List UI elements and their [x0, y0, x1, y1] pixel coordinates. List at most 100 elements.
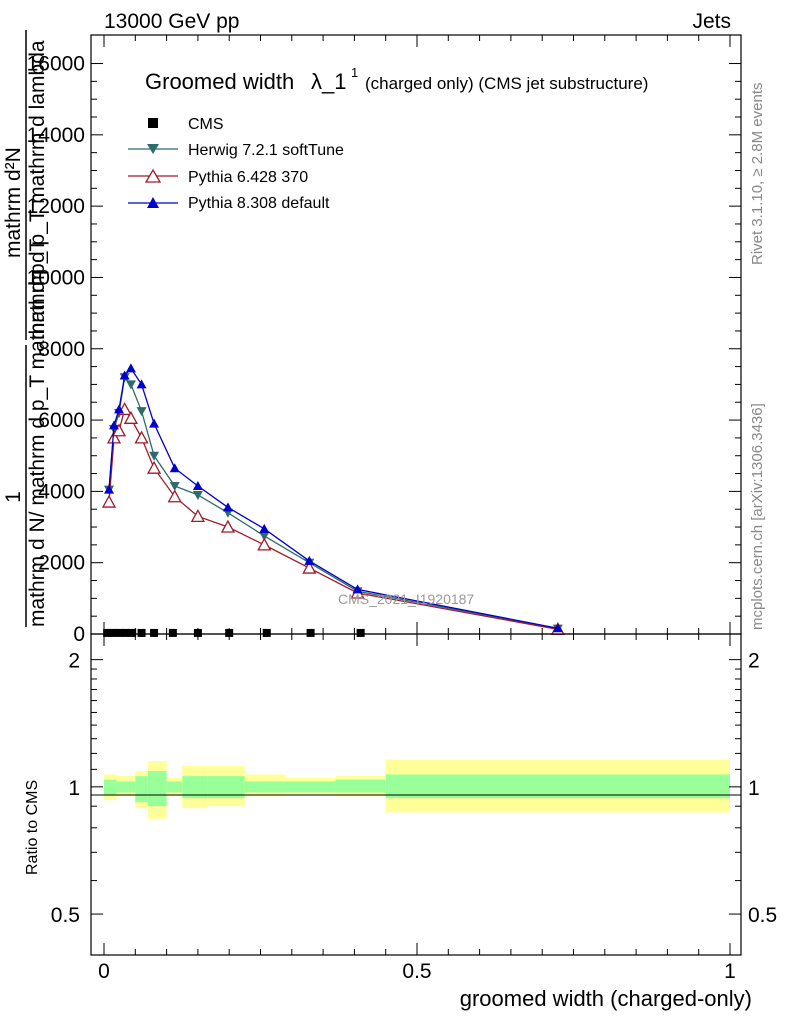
point-pythia-8-308-default: [125, 363, 136, 373]
point-cms: [103, 628, 112, 637]
point-pythia-8-308-default: [259, 523, 270, 533]
main-ytick-label: 10000: [27, 266, 85, 289]
ylabel-mid-num: mathrm d²N: [2, 147, 25, 258]
main-ylabel: 1 mathrm d N/ mathrm d p_T mathrm d p_T …: [2, 30, 49, 627]
ratio-ytick-label-right: 0.5: [748, 904, 777, 927]
point-pythia-6-428-370: [101, 494, 117, 508]
point-pythia-8-308-default: [192, 481, 203, 491]
main-ytick-label: 6000: [38, 409, 85, 432]
point-herwig-7-2-1-softtune: [136, 407, 147, 417]
point-herwig-7-2-1-softtune: [169, 482, 180, 492]
point-pythia-8-308-default: [114, 404, 125, 414]
main-ytick-label: 2000: [38, 552, 85, 575]
point-cms: [121, 628, 130, 637]
ratio-ytick-label-left: 2: [68, 650, 80, 673]
point-cms: [168, 628, 177, 637]
ratio-xtick-label: 0.5: [402, 960, 431, 983]
point-cms: [356, 628, 365, 637]
point-cms: [109, 628, 118, 637]
mcplots-label: mcplots.cern.ch [arXiv:1306.3436]: [749, 403, 766, 630]
main-plot-data: [101, 363, 565, 637]
point-pythia-6-428-370: [123, 410, 139, 424]
point-pythia-8-308-default: [352, 584, 363, 594]
point-cms: [115, 628, 124, 637]
point-pythia-6-428-370: [257, 537, 272, 551]
ratio-band-inner: [104, 779, 117, 795]
series-line-pythia-6-428-370: [108, 407, 558, 631]
ratio-xtick-label: 1: [724, 960, 736, 983]
ratio-band-inner: [166, 781, 183, 793]
point-pythia-8-308-default: [222, 502, 233, 512]
point-pythia-8-308-default: [552, 623, 563, 633]
rivet-label: Rivet 3.1.10, ≥ 2.8M events: [749, 83, 766, 266]
legend-label-pythia8: Pythia 8.308 default: [188, 195, 330, 212]
ratio-ylabel: Ratio to CMS: [24, 780, 41, 875]
ratio-band-inner: [244, 781, 286, 793]
ylabel-mid-den: mathrm d p_T mathrm d lambda: [26, 40, 49, 340]
point-cms: [128, 628, 137, 637]
point-cms: [306, 628, 315, 637]
point-cms: [262, 628, 271, 637]
ratio-band-inner: [285, 781, 336, 793]
point-pythia-8-308-default: [149, 418, 160, 428]
point-pythia-6-428-370: [111, 423, 127, 437]
legend-marker-pythia8: [147, 197, 159, 208]
main-ytick-label: 16000: [27, 53, 85, 76]
point-herwig-7-2-1-softtune: [125, 380, 136, 390]
ratio-bands: [104, 759, 730, 819]
point-pythia-6-428-370: [146, 460, 162, 474]
point-herwig-7-2-1-softtune: [259, 531, 270, 541]
legend-item-pythia8: Pythia 8.308 default: [128, 195, 330, 212]
ylabel-top-den: mathrm d N/ mathrm d p_T mathrm d p_T: [26, 239, 49, 627]
main-ytick-label: 12000: [27, 195, 85, 218]
ratio-band-inner: [147, 771, 167, 807]
category-label: Jets: [692, 10, 731, 33]
ratio-ytick-label-left: 1: [68, 777, 80, 800]
ratio-band-inner: [207, 776, 245, 799]
series-line-pythia-8-308-default: [108, 367, 558, 629]
series-line-herwig-7-2-1-softtune: [108, 375, 558, 630]
point-pythia-8-308-default: [169, 463, 180, 473]
ratio-axis-ticks: 0.5 0.5 1 1 2 2 0 0.5 1: [51, 634, 777, 983]
point-pythia-6-428-370: [167, 489, 182, 503]
point-pythia-6-428-370: [190, 508, 205, 522]
point-cms: [225, 628, 234, 637]
analysis-watermark: CMS_2021_I1920187: [338, 591, 474, 607]
legend-marker-herwig: [147, 144, 159, 154]
point-pythia-8-308-default: [109, 420, 120, 430]
legend-item-pythia6: Pythia 6.428 370: [128, 168, 308, 186]
legend: CMS Herwig 7.2.1 softTune Pythia 6.428 3…: [128, 116, 344, 212]
main-ytick-label: 14000: [27, 124, 85, 147]
ratio-xtick-label: 0: [98, 960, 110, 983]
main-ytick-label: 0: [73, 623, 85, 646]
main-ytick-label: 8000: [38, 338, 85, 361]
ratio-band-inner: [135, 776, 148, 803]
ratio-ytick-label-left: 0.5: [51, 904, 80, 927]
ratio-ytick-label-right: 2: [748, 650, 760, 673]
point-herwig-7-2-1-softtune: [192, 490, 203, 500]
point-pythia-6-428-370: [134, 430, 149, 444]
ratio-band-inner: [385, 774, 730, 799]
x-axis-label: groomed width (charged-only): [460, 986, 752, 1011]
point-pythia-8-308-default: [119, 370, 130, 380]
point-herwig-7-2-1-softtune: [149, 451, 160, 461]
ratio-band-inner: [335, 779, 386, 793]
legend-item-cms: CMS: [148, 116, 224, 133]
plot-title-lambda: λ_1: [311, 69, 346, 94]
legend-marker-pythia6: [144, 168, 162, 183]
point-cms: [137, 628, 146, 637]
energy-label: 13000 GeV pp: [104, 10, 239, 33]
point-cms: [150, 628, 159, 637]
ylabel-top-num: 1: [2, 491, 25, 503]
legend-item-herwig: Herwig 7.2.1 softTune: [128, 142, 344, 159]
legend-label-cms: CMS: [188, 116, 224, 133]
main-axis-ticks: 0 2000 4000 6000 8000 10000 12000 14000 16000: [27, 35, 741, 646]
ratio-ytick-label-right: 1: [748, 777, 760, 800]
ratio-band-inner: [182, 776, 208, 799]
point-cms: [193, 628, 202, 637]
point-pythia-6-428-370: [220, 519, 236, 533]
point-pythia-6-428-370: [302, 560, 317, 574]
plot-title-main: Groomed width: [145, 69, 294, 94]
main-ytick-label: 4000: [38, 480, 85, 503]
